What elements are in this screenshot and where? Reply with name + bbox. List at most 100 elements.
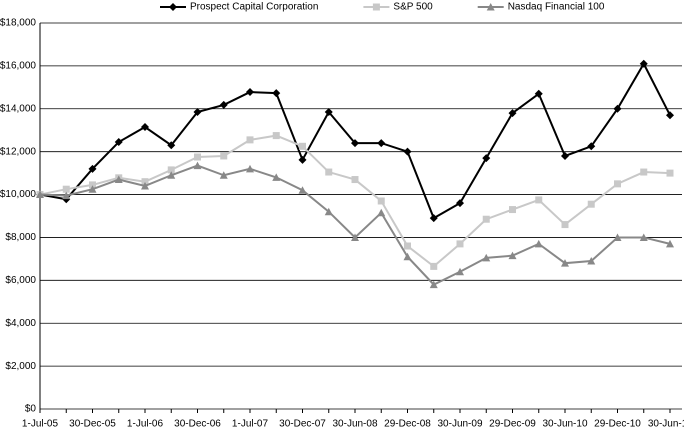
marker <box>167 166 175 174</box>
x-tick-label: 30-Jun-08 <box>332 419 377 430</box>
marker <box>299 142 306 150</box>
marker <box>456 240 464 248</box>
marker <box>508 251 517 260</box>
series-line <box>39 134 671 268</box>
marker <box>272 89 281 98</box>
marker <box>639 59 648 68</box>
legend-label: S&P 500 <box>393 2 433 13</box>
marker <box>298 186 307 194</box>
y-tick-label: $16,000 <box>0 61 36 72</box>
marker <box>167 141 176 150</box>
marker <box>88 185 97 193</box>
marker <box>639 233 648 241</box>
marker <box>403 252 412 261</box>
x-tick-label: 29-Dec-09 <box>489 419 536 430</box>
marker <box>404 242 411 250</box>
marker <box>666 239 674 248</box>
marker <box>587 257 596 265</box>
x-tick-label: 30-Dec-06 <box>174 419 221 430</box>
marker <box>193 161 202 170</box>
marker <box>561 259 569 267</box>
series-line <box>39 164 671 286</box>
marker <box>89 181 96 189</box>
marker <box>298 155 307 164</box>
marker <box>219 100 228 109</box>
marker <box>62 185 70 193</box>
y-tick-label: $14,000 <box>0 103 36 114</box>
x-tick-label: 1-Jul-05 <box>22 419 59 430</box>
marker <box>534 89 543 98</box>
marker <box>429 280 438 289</box>
marker <box>325 168 333 176</box>
marker <box>324 207 333 216</box>
marker <box>141 181 149 190</box>
marker <box>430 262 438 270</box>
y-tick-label: $4,000 <box>5 318 36 329</box>
y-tick-label: $6,000 <box>5 275 36 286</box>
marker <box>220 152 228 160</box>
marker <box>377 139 386 148</box>
marker <box>372 3 380 11</box>
marker <box>613 104 622 113</box>
legend-label: Prospect Capital Corporation <box>190 2 318 13</box>
marker <box>587 142 596 151</box>
marker <box>194 153 201 161</box>
marker <box>169 3 177 11</box>
y-tick-label: $2,000 <box>5 361 36 372</box>
marker <box>482 215 490 223</box>
x-tick-label: 30-Jun-11 <box>648 419 684 430</box>
marker <box>272 132 280 140</box>
marker <box>666 111 674 120</box>
y-tick-label: $0 <box>25 404 37 415</box>
marker <box>377 197 385 205</box>
marker <box>167 171 176 179</box>
marker <box>613 233 622 241</box>
x-tick-label: 29-Dec-08 <box>384 419 431 430</box>
y-tick-label: $8,000 <box>5 232 36 243</box>
legend-label: Nasdaq Financial 100 <box>508 2 605 13</box>
marker <box>456 267 464 276</box>
x-tick-label: 30-Dec-05 <box>69 419 116 430</box>
x-tick-label: 1-Jul-07 <box>232 419 269 430</box>
marker <box>246 136 254 144</box>
marker <box>219 171 228 179</box>
x-tick-label: 30-Jun-09 <box>437 419 482 430</box>
marker <box>324 107 333 116</box>
marker <box>614 180 621 188</box>
marker <box>561 221 569 229</box>
marker <box>482 253 491 262</box>
marker <box>377 208 386 217</box>
marker <box>141 123 149 132</box>
marker <box>561 151 569 160</box>
marker <box>482 154 491 163</box>
marker <box>272 173 281 181</box>
marker <box>429 214 438 223</box>
marker <box>535 196 543 204</box>
x-tick-label: 1-Jul-06 <box>127 419 164 430</box>
marker <box>246 164 254 173</box>
marker <box>351 233 359 241</box>
x-tick-label: 29-Dec-10 <box>594 419 641 430</box>
marker <box>114 138 123 147</box>
marker <box>403 147 412 156</box>
marker <box>351 176 359 184</box>
marker <box>88 164 97 173</box>
y-tick-label: $10,000 <box>0 189 36 200</box>
x-tick-label: 30-Jun-10 <box>542 419 587 430</box>
marker <box>587 200 595 208</box>
marker <box>141 178 149 186</box>
y-tick-label: $12,000 <box>0 146 36 157</box>
marker <box>62 191 71 200</box>
marker <box>508 109 517 118</box>
marker <box>640 168 648 176</box>
marker <box>193 107 202 116</box>
marker <box>114 175 123 184</box>
marker <box>534 239 543 248</box>
marker <box>509 206 516 214</box>
marker <box>456 199 464 208</box>
x-tick-label: 30-Dec-07 <box>279 419 326 430</box>
marker <box>351 139 359 148</box>
marker <box>36 190 44 199</box>
marker <box>666 169 674 177</box>
